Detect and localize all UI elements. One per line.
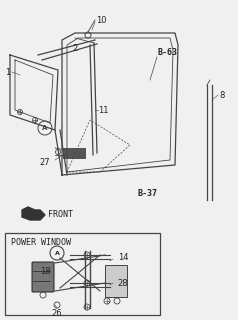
Text: A: A <box>42 125 48 131</box>
Text: 8: 8 <box>219 91 225 100</box>
Text: 18: 18 <box>40 267 50 276</box>
FancyBboxPatch shape <box>32 262 54 292</box>
Text: B-37: B-37 <box>138 188 158 197</box>
FancyBboxPatch shape <box>63 148 85 158</box>
Text: FRONT: FRONT <box>48 210 73 219</box>
Text: 2: 2 <box>72 44 78 52</box>
FancyBboxPatch shape <box>5 233 160 315</box>
Text: 10: 10 <box>96 15 106 25</box>
Text: 11: 11 <box>98 106 108 115</box>
Text: 27: 27 <box>40 157 50 166</box>
Text: B-63: B-63 <box>158 47 178 57</box>
Polygon shape <box>22 207 45 220</box>
Text: 14: 14 <box>118 252 128 261</box>
Text: 1: 1 <box>5 68 11 76</box>
Text: 28: 28 <box>118 278 128 287</box>
FancyBboxPatch shape <box>105 265 127 297</box>
Text: 26: 26 <box>52 308 62 317</box>
Text: A: A <box>55 251 60 255</box>
Text: POWER WINDOW: POWER WINDOW <box>11 237 71 246</box>
